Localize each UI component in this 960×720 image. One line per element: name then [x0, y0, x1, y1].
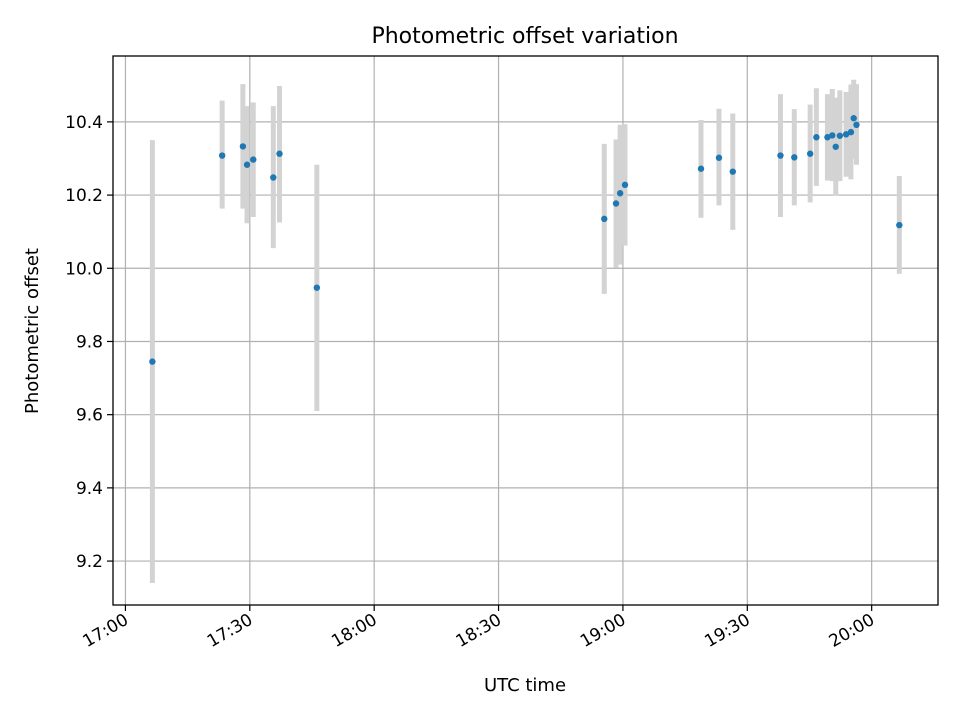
data-point [149, 358, 156, 365]
data-point [276, 150, 283, 157]
y-tick-label: 10.4 [65, 113, 103, 133]
data-point [239, 143, 247, 150]
data-point [853, 121, 860, 129]
data-point [777, 152, 784, 159]
y-tick-label: 9.6 [76, 406, 103, 426]
chart-title: Photometric offset variation [371, 24, 678, 49]
data-point [896, 221, 903, 229]
grid-layer [113, 56, 938, 605]
x-tick-label: 18:30 [453, 610, 505, 652]
data-point [218, 152, 226, 159]
data-point [836, 132, 844, 139]
data-point [850, 115, 857, 122]
y-axis-label: Photometric offset [22, 248, 43, 414]
y-tick-label: 10.0 [65, 259, 103, 279]
data-point [616, 190, 624, 197]
x-axis-ticks: 17:00 17:30 18:00 18:30 19:00 19:30 20:00 [80, 605, 878, 652]
data-point [806, 150, 814, 157]
x-tick-label: 19:00 [577, 610, 629, 652]
data-point [601, 215, 608, 223]
x-axis-label: UTC time [484, 675, 566, 696]
data-point [842, 131, 850, 138]
x-tick-label: 20:00 [826, 610, 878, 652]
y-tick-label: 9.8 [76, 332, 103, 352]
data-point [697, 165, 705, 172]
x-tick-label: 19:30 [701, 610, 753, 652]
data-point [621, 181, 629, 189]
data-point [243, 161, 251, 168]
data-point [612, 200, 620, 207]
data-point [729, 168, 736, 175]
data-point [715, 154, 723, 161]
data-point [813, 134, 820, 141]
error-bar-layer [149, 79, 902, 584]
plot-frame [112, 55, 939, 606]
y-tick-label: 9.2 [76, 552, 103, 572]
y-tick-label: 9.4 [76, 479, 103, 499]
data-point [824, 134, 831, 141]
data-point [250, 156, 257, 163]
data-point [832, 143, 839, 150]
data-point-layer [149, 115, 903, 365]
data-point [829, 132, 836, 139]
data-point [270, 174, 277, 181]
x-tick-label: 17:30 [204, 610, 256, 652]
y-tick-label: 10.2 [65, 186, 103, 206]
data-point [791, 154, 798, 161]
data-point [313, 284, 321, 291]
y-axis-ticks: 9.2 9.4 9.6 9.8 10.0 10.2 10.4 [65, 113, 113, 572]
data-point [847, 128, 855, 136]
x-tick-label: 17:00 [80, 610, 132, 652]
x-tick-label: 18:00 [328, 610, 380, 652]
